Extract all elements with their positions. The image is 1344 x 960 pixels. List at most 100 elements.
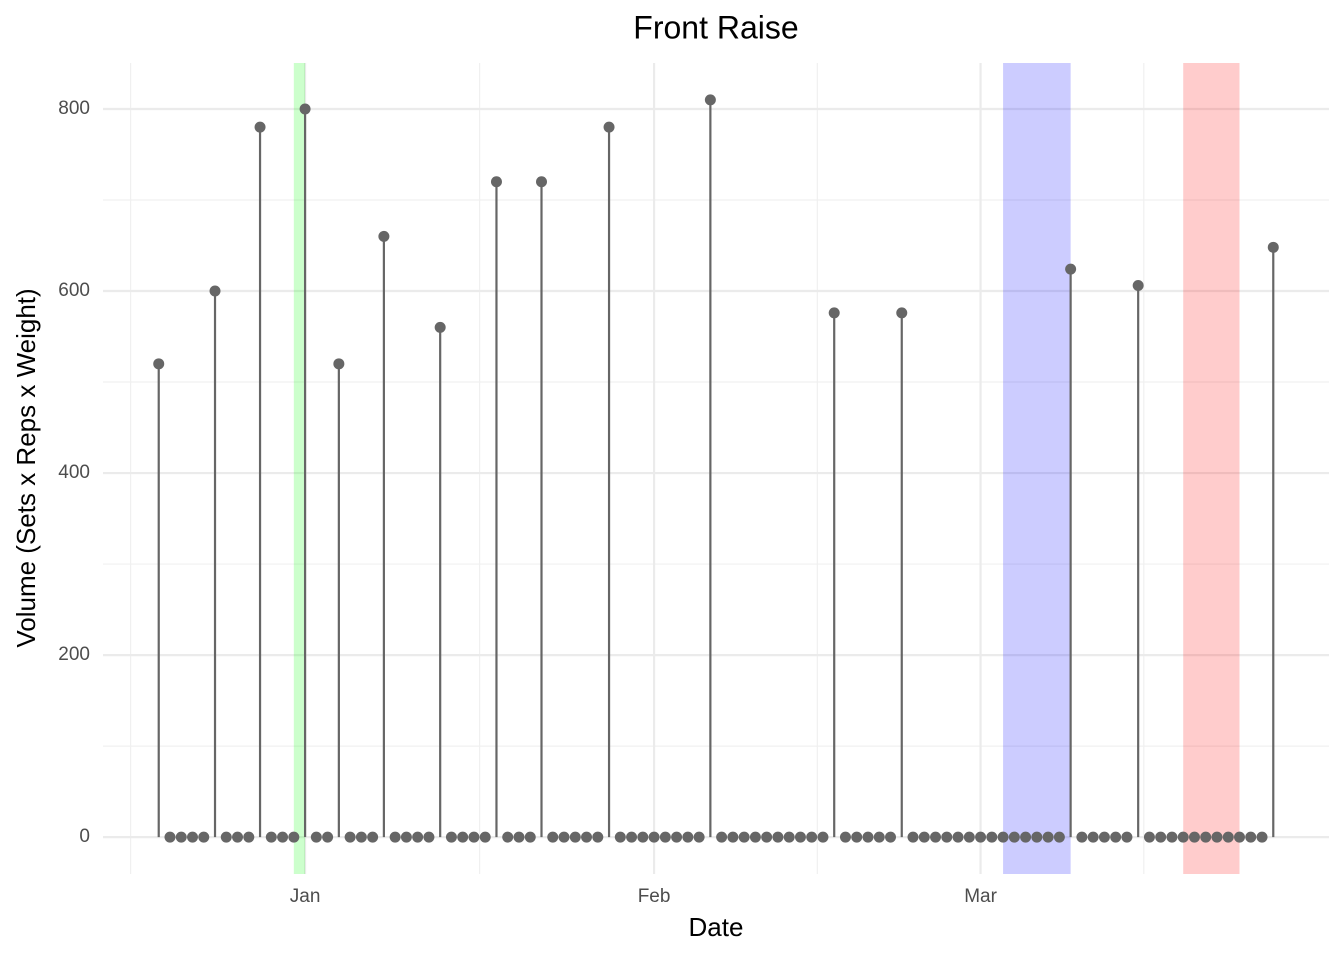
dot (896, 307, 908, 319)
dot (963, 831, 975, 843)
dot (817, 831, 829, 843)
dot (355, 831, 367, 843)
dot (1121, 831, 1133, 843)
dot (400, 831, 412, 843)
dot (986, 831, 998, 843)
dot (783, 831, 795, 843)
dot (1087, 831, 1099, 843)
dot (659, 831, 671, 843)
dot (254, 121, 266, 133)
dot (704, 94, 716, 106)
dot (378, 230, 390, 242)
dot (1065, 263, 1077, 275)
dot (490, 176, 502, 188)
dot (907, 831, 919, 843)
shaded-region (1183, 63, 1240, 874)
dot (502, 831, 514, 843)
dot (153, 358, 165, 370)
dot (1233, 831, 1245, 843)
dot (1076, 831, 1088, 843)
dot (322, 831, 334, 843)
dot (884, 831, 896, 843)
dot (637, 831, 649, 843)
dot (569, 831, 581, 843)
dot (716, 831, 728, 843)
dot (693, 831, 705, 843)
dot (1177, 831, 1189, 843)
dot (749, 831, 761, 843)
dot (839, 831, 851, 843)
dot (682, 831, 694, 843)
dot (445, 831, 457, 843)
dot (761, 831, 773, 843)
dot (513, 831, 525, 843)
dot (1256, 831, 1268, 843)
x-tick-label: Feb (638, 886, 671, 907)
dot (1053, 831, 1065, 843)
dot (862, 831, 874, 843)
dot (164, 831, 176, 843)
dot (1245, 831, 1257, 843)
dot (1222, 831, 1234, 843)
dot (1155, 831, 1167, 843)
dot (412, 831, 424, 843)
dot (1110, 831, 1122, 843)
x-tick-label: Jan (290, 886, 321, 907)
dot (310, 831, 322, 843)
dot (344, 831, 356, 843)
dot (198, 831, 210, 843)
dot (1132, 280, 1144, 292)
dot (277, 831, 289, 843)
x-tick-label: Mar (964, 886, 997, 907)
dot (468, 831, 480, 843)
dot (873, 831, 885, 843)
dot (727, 831, 739, 843)
dot (626, 831, 638, 843)
dot (558, 831, 570, 843)
dot (220, 831, 232, 843)
shaded-region (293, 63, 306, 874)
dot (434, 321, 446, 333)
dot (333, 358, 345, 370)
dot (1020, 831, 1032, 843)
dot (265, 831, 277, 843)
dot (581, 831, 593, 843)
chart-title: Front Raise (633, 9, 798, 45)
dot (209, 285, 221, 297)
dot (457, 831, 469, 843)
dot (187, 831, 199, 843)
dot (175, 831, 187, 843)
y-tick-label: 400 (58, 462, 90, 483)
dot (851, 831, 863, 843)
dot (389, 831, 401, 843)
dot (536, 176, 548, 188)
dot (423, 831, 435, 843)
dot (547, 831, 559, 843)
dot (603, 121, 615, 133)
dot (232, 831, 244, 843)
y-tick-label: 800 (58, 98, 90, 119)
shaded-region (1003, 63, 1071, 874)
dot (806, 831, 818, 843)
x-axis-title: Date (689, 912, 744, 942)
dot (299, 103, 311, 115)
dot (828, 307, 840, 319)
dot (1211, 831, 1223, 843)
dot (288, 831, 300, 843)
dot (738, 831, 750, 843)
y-tick-label: 0 (79, 826, 90, 847)
dot (1098, 831, 1110, 843)
dot (648, 831, 660, 843)
dot (975, 831, 987, 843)
dot (1267, 241, 1279, 253)
y-tick-label: 600 (58, 280, 90, 301)
dot (1166, 831, 1178, 843)
dot (1200, 831, 1212, 843)
dot (1042, 831, 1054, 843)
dot (1008, 831, 1020, 843)
dot (997, 831, 1009, 843)
dot (243, 831, 255, 843)
dot (918, 831, 930, 843)
dot (794, 831, 806, 843)
